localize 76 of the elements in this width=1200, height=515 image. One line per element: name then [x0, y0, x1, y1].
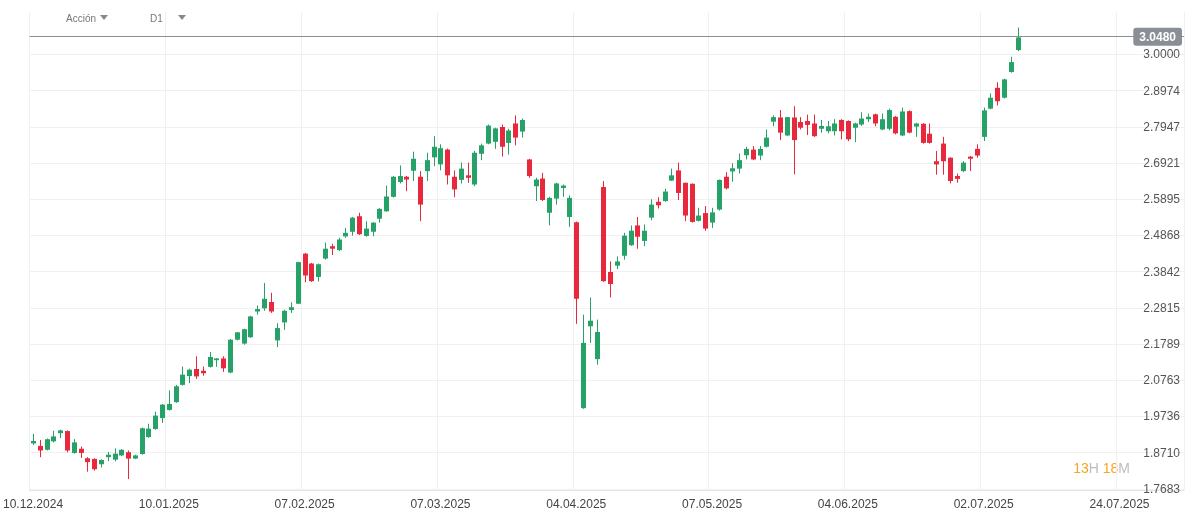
x-tick-label: 07.05.2025 [682, 497, 743, 511]
candlestick [357, 212, 362, 236]
candlestick [805, 114, 810, 136]
candlestick [391, 175, 396, 199]
candlestick [887, 108, 892, 131]
candlestick [785, 116, 790, 137]
x-tick-label: 10.12.2024 [2, 497, 64, 511]
candlestick [812, 114, 817, 138]
candlestick [180, 366, 185, 387]
y-tick-label: 2.7947 [1143, 119, 1181, 134]
candlestick [635, 216, 640, 250]
candlestick [411, 151, 416, 182]
candlestick [506, 128, 511, 156]
candlestick [934, 150, 939, 176]
y-tick-label: 2.2815 [1143, 300, 1181, 315]
y-tick-label: 3.0000 [1143, 47, 1181, 62]
y-tick-label: 2.8974 [1143, 83, 1181, 98]
x-tick-label: 07.03.2025 [410, 497, 471, 511]
candlestick [540, 172, 545, 202]
y-tick-label: 1.9736 [1143, 409, 1181, 424]
candlestick [194, 355, 199, 380]
candlestick [900, 107, 905, 137]
candlestick [466, 162, 471, 184]
candlestick [500, 124, 505, 158]
candlestick [160, 403, 165, 424]
candlestick [839, 118, 844, 140]
y-tick-label: 2.0763 [1143, 373, 1181, 388]
candlestick [948, 156, 953, 184]
candlestick [167, 390, 172, 412]
candlestick [282, 309, 287, 331]
annotation: D1 [150, 13, 163, 24]
x-tick-label: 10.01.2025 [138, 497, 200, 511]
candlestick [622, 232, 627, 261]
candlestick [608, 260, 613, 298]
candlestick [642, 223, 647, 247]
y-tick-label: 1.7683 [1143, 481, 1181, 496]
candlestick [513, 114, 518, 146]
candlestick [737, 152, 742, 175]
x-tick-label: 04.06.2025 [817, 497, 879, 511]
candlestick [649, 198, 654, 221]
y-tick-label: 2.5895 [1143, 192, 1181, 207]
candlestick [269, 292, 274, 314]
candlestick [778, 109, 783, 141]
x-tick-label: 07.02.2025 [274, 497, 335, 511]
candlestick [703, 205, 708, 232]
candlestick [1016, 27, 1021, 52]
candlestick [629, 224, 634, 247]
candlestick [65, 429, 70, 453]
candlestick [425, 152, 430, 182]
candlestick [730, 162, 735, 183]
candlestick [384, 185, 389, 213]
candlestick [262, 282, 267, 312]
x-tick-label: 02.07.2025 [953, 497, 1015, 511]
candlestick [941, 136, 946, 176]
candlestick [676, 162, 681, 201]
y-tick-label: 2.3842 [1143, 264, 1181, 279]
annotation: Acción [66, 13, 97, 24]
y-tick-label: 2.4868 [1143, 228, 1181, 243]
candlestick [350, 216, 355, 237]
ref-line-label: 3.0480 [1139, 29, 1177, 44]
candlestick [452, 169, 457, 198]
candlestick [846, 119, 851, 142]
y-tick-label: 1.8710 [1143, 445, 1181, 460]
candlestick [547, 196, 552, 226]
candlestick [710, 207, 715, 229]
x-tick-label: 04.04.2025 [546, 497, 607, 511]
candlestick [567, 194, 572, 228]
candlestick [126, 449, 131, 480]
candlestick [459, 162, 464, 184]
x-tick-label: 24.07.2025 [1089, 497, 1150, 511]
y-tick-label: 2.1789 [1143, 336, 1181, 351]
candlestick [275, 322, 280, 348]
y-tick-label: 2.6921 [1143, 155, 1181, 170]
candlestick [893, 115, 898, 135]
candlestick [995, 81, 1000, 106]
candlestick [520, 118, 525, 139]
